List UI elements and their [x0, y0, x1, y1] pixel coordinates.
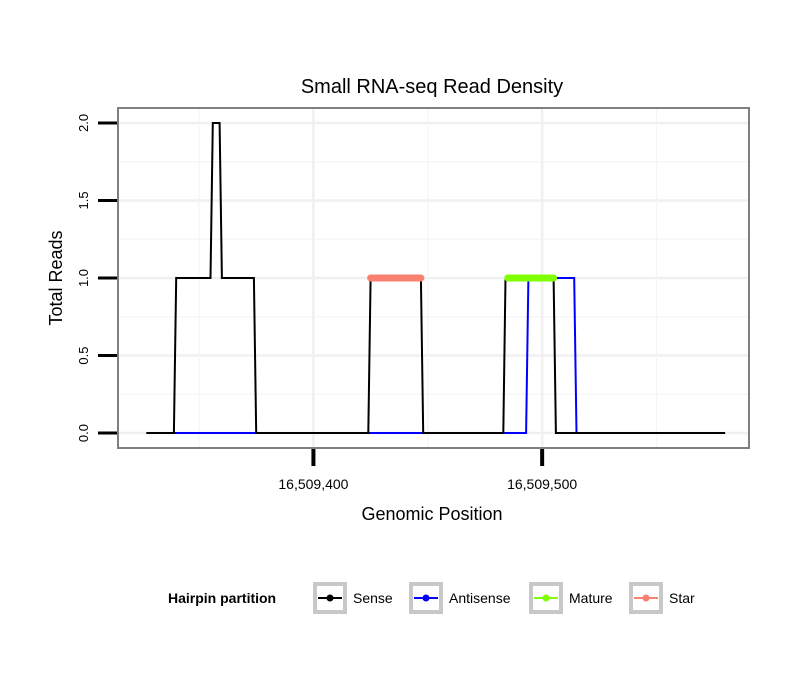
grid-lines: [119, 109, 748, 447]
y-tick-label: 1.0: [76, 269, 91, 287]
legend-key-dot: [542, 594, 550, 602]
legend: Hairpin partition Sense Antisense Mature St…: [168, 582, 695, 614]
x-axis: 16,509,400 16,509,500: [278, 449, 577, 492]
legend-label-antisense: Antisense: [449, 590, 511, 606]
x-tick-label: 16,509,400: [278, 476, 348, 492]
x-axis-label: Genomic Position: [361, 504, 502, 524]
legend-label-star: Star: [669, 590, 695, 606]
legend-key-dot: [326, 594, 334, 602]
series-layer: [146, 122, 726, 434]
y-tick-label: 0.0: [76, 424, 91, 442]
y-axis: 0.0 0.5 1.0 1.5 2.0: [76, 114, 117, 442]
plot-border: [117, 107, 750, 449]
x-tick-label: 16,509,500: [507, 476, 577, 492]
y-tick-label: 1.5: [76, 191, 91, 209]
legend-title: Hairpin partition: [168, 590, 276, 606]
y-tick-label: 0.5: [76, 346, 91, 364]
legend-key-dot: [422, 594, 430, 602]
legend-label-sense: Sense: [353, 590, 393, 606]
y-axis-label: Total Reads: [46, 230, 66, 325]
y-tick-label: 2.0: [76, 114, 91, 132]
legend-label-mature: Mature: [569, 590, 613, 606]
legend-key-dot: [642, 594, 650, 602]
chart-title: Small RNA-seq Read Density: [301, 76, 563, 98]
legend-items: Sense Antisense Mature Star: [313, 582, 695, 614]
